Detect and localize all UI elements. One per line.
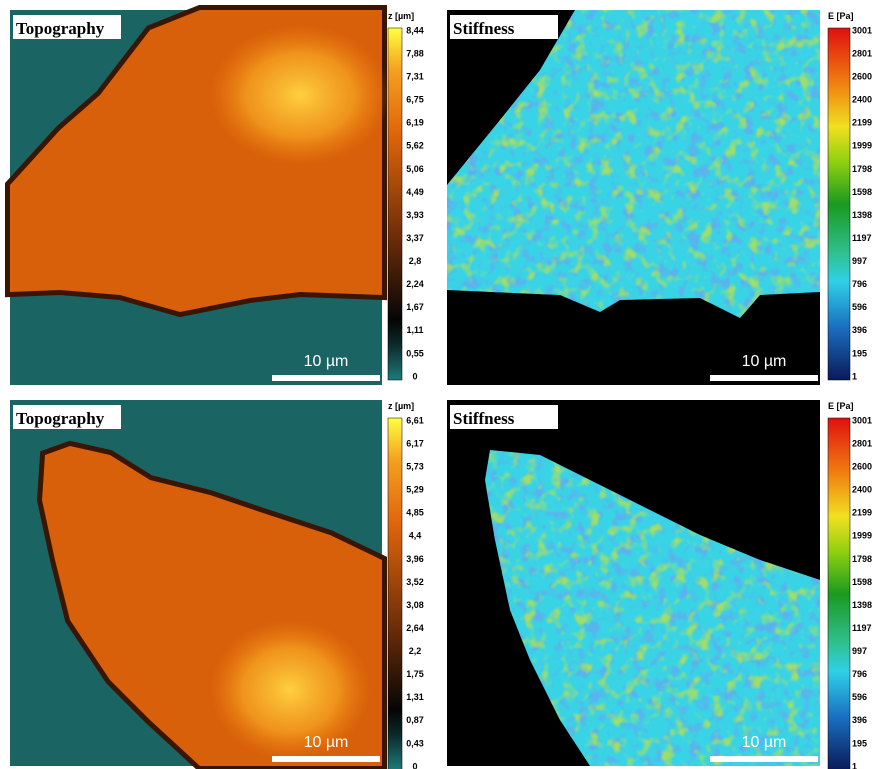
colorbar-label: 3,96 (406, 554, 424, 564)
scale-bar (710, 375, 818, 381)
scale-bar (710, 756, 818, 762)
colorbar-label: 0 (412, 371, 417, 381)
colorbar-label: 596 (852, 302, 867, 312)
colorbar-label: 2,64 (406, 623, 424, 633)
colorbar-label: 3,08 (406, 600, 424, 610)
panel: Stiffness 10 µm E [Pa] 3001 2801 2600 2400 2199… (447, 400, 872, 769)
colorbar-label: 1,75 (406, 669, 424, 679)
colorbar-label: 5,73 (406, 462, 424, 472)
colorbar-label: 6,61 (406, 415, 424, 425)
colorbar-label: 1197 (852, 233, 872, 243)
scale-bar (272, 375, 380, 381)
colorbar-label: 2199 (852, 118, 872, 128)
colorbar-unit: E [Pa] (828, 401, 854, 411)
panel-title: Topography (16, 19, 105, 38)
colorbar-label: 4,49 (406, 187, 424, 197)
colorbar-label: 2400 (852, 485, 872, 495)
panel-title: Stiffness (453, 409, 515, 428)
colorbar-label: 7,88 (406, 48, 424, 58)
scale-label: 10 µm (304, 734, 349, 751)
colorbar-label: 2,8 (409, 256, 422, 266)
colorbar-label: 4,85 (406, 508, 424, 518)
colorbar-unit: E [Pa] (828, 11, 854, 21)
colorbar-label: 1598 (852, 577, 872, 587)
colorbar-label: 0,43 (406, 738, 424, 748)
colorbar-label: 3,52 (406, 577, 424, 587)
colorbar-label: 2,24 (406, 279, 424, 289)
colorbar-label: 2,2 (409, 646, 422, 656)
colorbar-label: 2199 (852, 508, 872, 518)
panel: Topography 10 µm z [µm] 6,61 6,17 5,73 5,29 4,8… (10, 400, 424, 769)
colorbar (828, 28, 850, 380)
colorbar-label: 796 (852, 669, 867, 679)
scale-label: 10 µm (304, 353, 349, 370)
colorbar (828, 418, 850, 769)
colorbar-label: 1 (852, 371, 857, 381)
colorbar-label: 2600 (852, 462, 872, 472)
colorbar-label: 0,87 (406, 715, 424, 725)
colorbar-label: 5,06 (406, 164, 424, 174)
colorbar-label: 2400 (852, 95, 872, 105)
colorbar-label: 396 (852, 325, 867, 335)
scale-bar (272, 756, 380, 762)
colorbar-label: 1,11 (406, 325, 423, 335)
colorbar-label: 1999 (852, 141, 872, 151)
colorbar-label: 3001 (852, 25, 872, 35)
colorbar-unit: z [µm] (388, 11, 414, 21)
colorbar-label: 195 (852, 738, 867, 748)
colorbar-label: 0 (412, 761, 417, 769)
colorbar-label: 1999 (852, 531, 872, 541)
high-region (210, 25, 390, 165)
colorbar-label: 997 (852, 256, 867, 266)
colorbar-label: 1398 (852, 210, 872, 220)
colorbar (388, 418, 402, 769)
colorbar-label: 8,44 (406, 25, 424, 35)
colorbar-label: 6,19 (406, 118, 424, 128)
colorbar-label: 3,37 (406, 233, 424, 243)
colorbar-label: 997 (852, 646, 867, 656)
colorbar-label: 6,17 (406, 438, 424, 448)
scale-label: 10 µm (742, 353, 787, 370)
colorbar-label: 2801 (852, 48, 872, 58)
panel-title: Stiffness (453, 19, 515, 38)
colorbar-label: 5,62 (406, 141, 424, 151)
colorbar (388, 28, 402, 380)
colorbar-label: 1,67 (406, 302, 424, 312)
colorbar-label: 6,75 (406, 95, 424, 105)
scale-label: 10 µm (742, 734, 787, 751)
colorbar-label: 1,31 (406, 692, 424, 702)
colorbar-label: 2600 (852, 72, 872, 82)
colorbar-label: 0,55 (406, 348, 424, 358)
colorbar-label: 796 (852, 279, 867, 289)
colorbar-label: 3001 (852, 415, 872, 425)
colorbar-label: 596 (852, 692, 867, 702)
colorbar-label: 7,31 (406, 72, 424, 82)
colorbar-label: 1798 (852, 164, 872, 174)
panel-title: Topography (16, 409, 105, 428)
colorbar-label: 4,4 (409, 531, 422, 541)
colorbar-label: 1798 (852, 554, 872, 564)
colorbar-label: 1197 (852, 623, 872, 633)
colorbar-label: 5,29 (406, 485, 424, 495)
colorbar-label: 195 (852, 348, 867, 358)
colorbar-label: 2801 (852, 438, 872, 448)
colorbar-label: 1 (852, 761, 857, 769)
colorbar-label: 3,93 (406, 210, 424, 220)
panel: Topography 10 µm z [µm] 8,44 7,88 7,31 6,75 6,1… (10, 10, 424, 385)
figure: Topography 10 µm z [µm] 8,44 7,88 7,31 6,75 6,1… (0, 0, 873, 769)
colorbar-label: 396 (852, 715, 867, 725)
colorbar-label: 1398 (852, 600, 872, 610)
colorbar-unit: z [µm] (388, 401, 414, 411)
colorbar-label: 1598 (852, 187, 872, 197)
panel: Stiffness 10 µm E [Pa] 3001 2801 2600 2400 2199… (447, 10, 872, 385)
